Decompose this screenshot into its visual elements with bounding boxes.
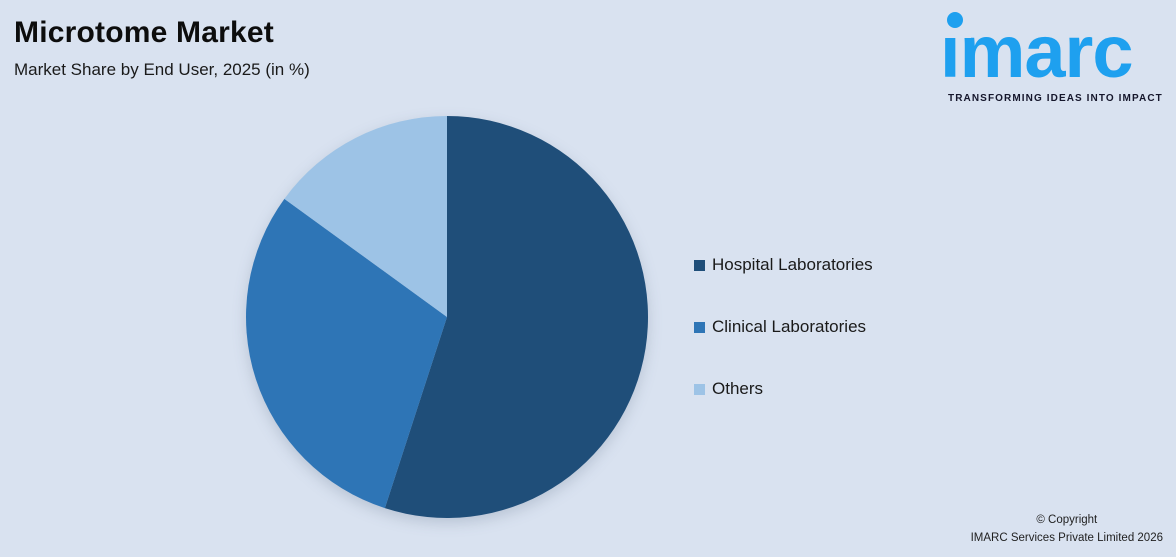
legend-swatch-icon: [694, 259, 705, 271]
legend-label: Hospital Laboratories: [712, 255, 873, 274]
pie-slice-hospital-laboratories: [384, 116, 649, 518]
legend-label: Clinical Laboratories: [712, 317, 867, 336]
logo-wordmark-rest: marc: [959, 10, 1134, 93]
pie-slice-clinical-laboratories: [246, 198, 447, 509]
logo-wordmark: imarc: [940, 15, 1133, 89]
legend-label: Others: [712, 379, 764, 398]
imarc-logo: imarc TRANSFORMING IDEAS INTO IMPACT: [940, 0, 1176, 112]
legend-item-others: Others: [694, 378, 873, 400]
logo-dot-icon: [947, 12, 963, 28]
legend-swatch-icon: [694, 383, 705, 395]
legend-item-clinical-laboratories: Clinical Laboratories: [694, 316, 873, 338]
pie-chart: [246, 116, 649, 518]
page-subtitle: Market Share by End User, 2025 (in %): [14, 60, 310, 79]
chart-legend: Hospital Laboratories Clinical Laborator…: [694, 254, 873, 400]
legend-item-hospital-laboratories: Hospital Laboratories: [694, 254, 873, 276]
pie-chart-area: [245, 115, 649, 519]
copyright-notice: © Copyright IMARC Services Private Limit…: [971, 512, 1163, 548]
legend-swatch-icon: [694, 321, 705, 333]
pie-slice-others: [284, 116, 447, 317]
copyright-line1: © Copyright: [1036, 514, 1098, 527]
copyright-line2: IMARC Services Private Limited 2026: [970, 532, 1163, 545]
logo-tagline: TRANSFORMING IDEAS INTO IMPACT: [948, 93, 1163, 104]
page-title: Microtome Market: [14, 16, 274, 49]
